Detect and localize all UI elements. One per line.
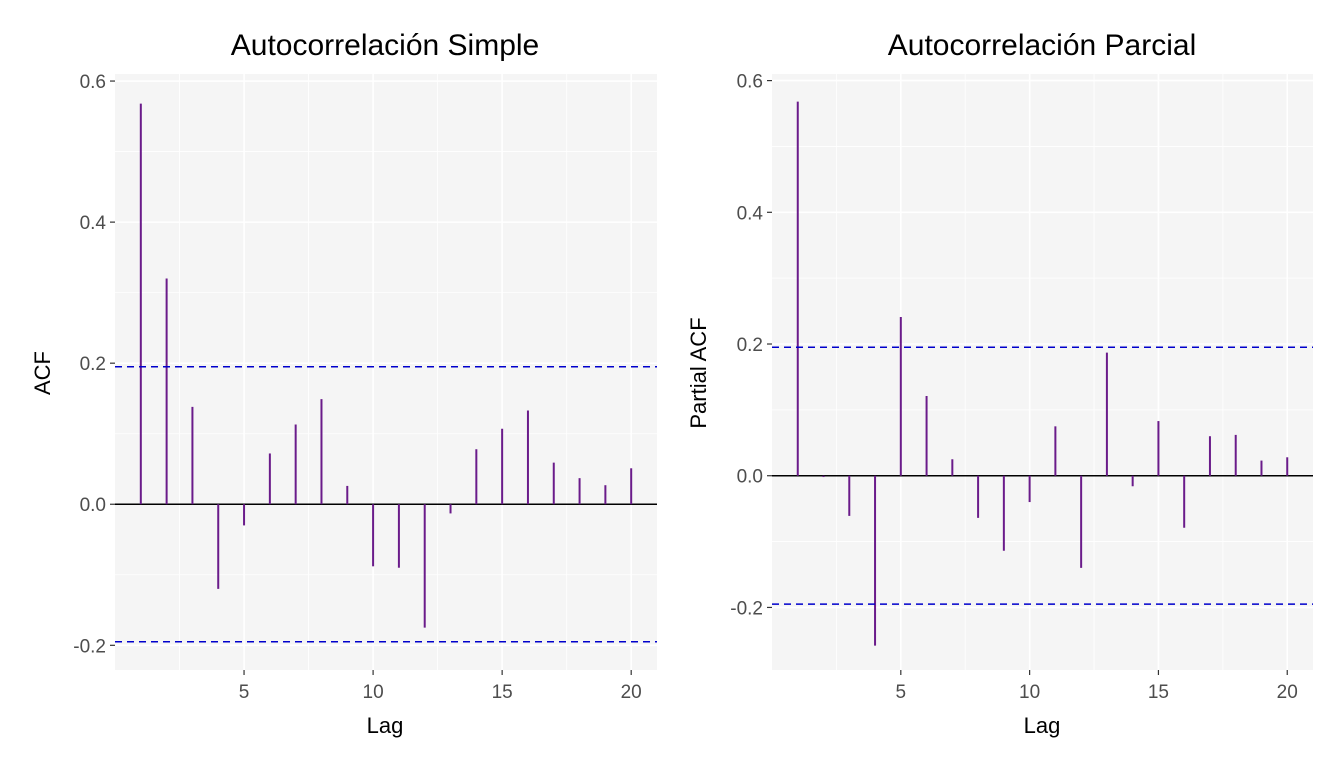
acf-x-tick-label: 5 [239,682,250,703]
acf-y-tick-label: 0.6 [80,72,106,93]
pacf-x-tick-label: 15 [1148,682,1169,703]
acf-y-tick-label: -0.2 [73,636,106,657]
acf-y-tick-label: 0.2 [80,354,106,375]
acf-y-axis-title: ACF [30,351,55,395]
acf-x-tick-label: 15 [492,682,513,703]
pacf-x-tick-label: 20 [1277,682,1298,703]
pacf-panel-background [772,74,1313,670]
acf-panel-background [115,74,657,670]
pacf-y-tick-label: 0.4 [737,203,764,224]
pacf-y-axis-title: Partial ACF [686,317,711,428]
pacf-chart: Autocorrelación Parcial -0.2 0.0 0.2 0.4 0.6… [686,29,1313,738]
acf-chart-title: Autocorrelación Simple [231,29,539,62]
pacf-x-axis-title: Lag [1024,713,1061,738]
pacf-x-tick-label: 10 [1019,682,1040,703]
pacf-y-tick-label: 0.0 [737,467,763,488]
pacf-y-tick-label: -0.2 [730,598,763,619]
acf-y-tick-label: 0.4 [80,213,107,234]
acf-x-axis-title: Lag [367,713,404,738]
pacf-y-tick-label: 0.6 [737,72,763,93]
pacf-plot-area: -0.2 0.0 0.2 0.4 0.6 5 10 15 20 [730,72,1313,703]
pacf-x-tick-label: 5 [896,682,907,703]
acf-chart: Autocorrelación Simple -0.2 0.0 0.2 0.4 0.6 5… [30,29,657,738]
acf-plot-area: -0.2 0.0 0.2 0.4 0.6 5 10 15 20 [73,72,657,703]
acf-y-tick-label: 0.0 [80,495,106,516]
pacf-chart-title: Autocorrelación Parcial [888,29,1196,62]
acf-x-tick-label: 20 [621,682,642,703]
pacf-y-tick-label: 0.2 [737,335,763,356]
acf-x-tick-label: 10 [363,682,384,703]
